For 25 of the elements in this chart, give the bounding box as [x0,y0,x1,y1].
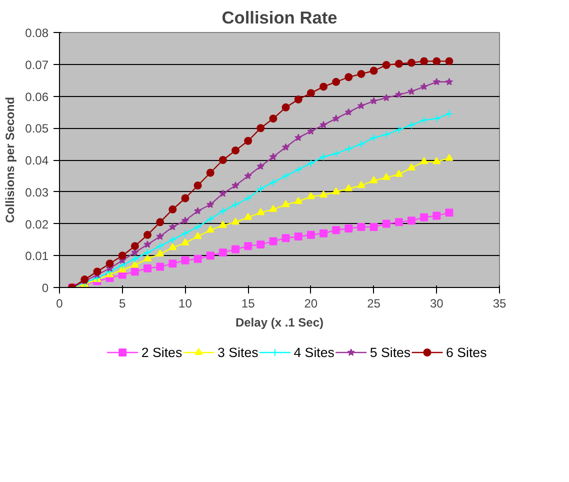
x-tick-label: 35 [492,296,506,310]
legend-label: 6 Sites [446,345,488,360]
y-tick-label: 0.05 [25,122,49,136]
x-tick-label: 15 [241,296,256,310]
legend-label: 4 Sites [294,345,335,360]
x-tick-label: 0 [56,296,64,310]
y-tick-label: 0 [42,281,49,295]
y-axis-title: Collisions per Second [3,96,18,224]
x-tick-label: 5 [119,296,126,310]
y-tick-label: 0.08 [25,26,49,40]
y-tick-label: 0.02 [25,217,49,232]
y-tick-label: 0.01 [25,249,49,264]
legend-label: 5 Sites [370,345,411,360]
y-tick-label: 0.07 [25,58,49,72]
y-tick-label: 0.04 [25,154,49,168]
x-tick-label: 30 [430,296,444,310]
x-tick-label: 20 [304,296,318,310]
chart-title: Collision Rate [222,8,338,28]
legend-label: 2 Sites [141,345,182,360]
x-tick-label: 10 [178,296,192,310]
x-tick-label: 25 [367,296,381,310]
y-tick-label: 0.06 [25,90,49,104]
legend-label: 3 Sites [218,345,259,360]
y-tick-label: 0.03 [25,185,49,200]
x-axis-title: Delay (x .1 Sec) [235,316,324,330]
